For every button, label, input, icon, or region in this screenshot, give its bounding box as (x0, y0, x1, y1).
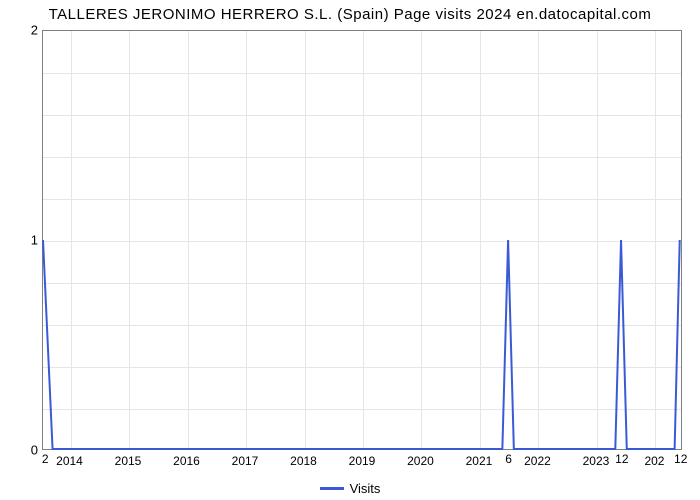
data-value-label: 6 (505, 452, 512, 466)
data-value-label: 12 (674, 452, 687, 466)
x-tick-label: 2019 (349, 454, 376, 468)
data-value-label: 12 (615, 452, 628, 466)
x-tick-label: 2020 (407, 454, 434, 468)
x-tick-label: 2022 (524, 454, 551, 468)
data-value-label: 2 (42, 452, 49, 466)
y-tick-label: 1 (8, 233, 38, 248)
plot-area (42, 30, 682, 450)
x-tick-label: 2018 (290, 454, 317, 468)
legend-swatch (320, 487, 344, 490)
legend-label: Visits (350, 481, 381, 496)
x-tick-label: 2021 (466, 454, 493, 468)
x-tick-label: 2023 (583, 454, 610, 468)
y-tick-label: 2 (8, 23, 38, 38)
x-tick-label: 2015 (115, 454, 142, 468)
x-tick-label: 2014 (56, 454, 83, 468)
visits-line (43, 240, 680, 449)
x-tick-label: 2017 (232, 454, 259, 468)
legend: Visits (0, 481, 700, 496)
chart-container: TALLERES JERONIMO HERRERO S.L. (Spain) P… (0, 0, 700, 500)
x-tick-label: 202 (644, 454, 664, 468)
chart-title: TALLERES JERONIMO HERRERO S.L. (Spain) P… (0, 6, 700, 23)
y-tick-label: 0 (8, 443, 38, 458)
line-series (43, 31, 681, 449)
x-tick-label: 2016 (173, 454, 200, 468)
